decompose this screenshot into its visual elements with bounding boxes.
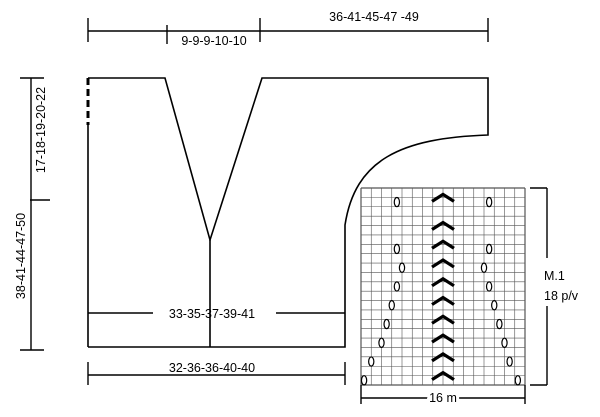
total-height-label: 38-41-44-47-50 [14,213,28,299]
yarn-over-symbol [480,262,488,273]
top-right-width-label: 36-41-45-47 -49 [329,10,419,24]
chart-stitches-label: 16 m [429,391,457,405]
yarn-over-symbol [485,243,493,255]
yarn-over-symbol [398,262,406,273]
bottom-width-label: 32-36-36-40-40 [169,361,255,375]
body-outline [88,77,489,348]
chevron-decrease-symbol [431,295,455,306]
yarn-over-symbol [514,375,522,386]
yarn-over-symbol [393,243,401,255]
chart-dimension-lines [360,187,548,404]
chart-m1-symbols [360,192,522,386]
yarn-over-symbol [506,356,513,367]
yarn-over-symbol [388,300,395,311]
chevron-decrease-symbol [431,351,455,363]
width-dimension-lines [87,312,346,385]
chevron-decrease-symbol [431,314,455,325]
chevron-decrease-symbol [431,370,455,381]
chart-m1-grid [360,187,526,386]
yarn-over-symbol [383,318,390,330]
top-dimension-lines [87,18,489,44]
yarn-over-symbol [393,196,401,208]
chevron-decrease-symbol [431,333,455,344]
armhole-height-label: 17-18-19-20-22 [34,87,48,173]
neck-width-label: 9-9-9-10-10 [181,34,246,48]
yarn-over-symbol [485,281,493,292]
yarn-over-symbol [485,196,493,208]
yarn-over-symbol [368,356,375,367]
chevron-decrease-symbol [431,239,455,250]
yarn-over-symbol [360,375,368,386]
chevron-decrease-symbol [431,258,455,269]
middle-width-label: 33-35-37-39-41 [169,307,255,321]
yarn-over-symbol [496,318,503,330]
yarn-over-symbol [378,337,385,348]
chart-name-label: M.1 [544,269,565,283]
chevron-decrease-symbol [431,220,455,231]
chart-rows-label: 18 p/v [544,289,579,303]
chevron-decrease-symbol [431,276,455,288]
yarn-over-symbol [491,300,498,311]
yarn-over-symbol [393,281,401,292]
yarn-over-symbol [501,337,508,348]
garment-outline [86,77,489,348]
chevron-decrease-symbol [431,192,455,203]
chart-label-backing [538,258,594,306]
left-dimension-lines [20,77,50,351]
